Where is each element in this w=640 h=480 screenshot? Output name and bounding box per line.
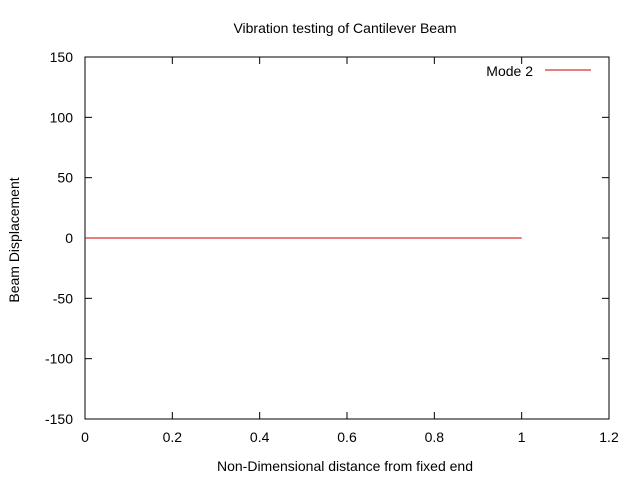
y-tick-label: -50 <box>53 290 73 306</box>
x-tick-label: 0.2 <box>163 429 183 445</box>
x-tick-label: 0 <box>81 429 89 445</box>
legend-label-mode-2: Mode 2 <box>486 63 533 79</box>
y-tick-label: -150 <box>45 411 73 427</box>
x-tick-label: 1.2 <box>599 429 619 445</box>
y-tick-label: 100 <box>50 109 74 125</box>
y-tick-label: -100 <box>45 351 73 367</box>
y-axis-label: Beam Displacement <box>6 177 22 302</box>
y-axis-ticks: -150 -100 -50 0 50 100 150 <box>45 49 609 427</box>
chart-title: Vibration testing of Cantilever Beam <box>233 20 456 36</box>
y-tick-label: 0 <box>65 230 73 246</box>
y-tick-label: 150 <box>50 49 74 65</box>
x-tick-label: 1 <box>518 429 526 445</box>
x-axis-ticks: 0 0.2 0.4 0.6 0.8 1 1.2 <box>81 57 619 445</box>
x-tick-label: 0.8 <box>425 429 445 445</box>
x-axis-label: Non-Dimensional distance from fixed end <box>217 458 473 474</box>
y-tick-label: 50 <box>57 170 73 186</box>
x-tick-label: 0.4 <box>250 429 270 445</box>
legend: Mode 2 <box>486 63 591 79</box>
x-tick-label: 0.6 <box>337 429 357 445</box>
